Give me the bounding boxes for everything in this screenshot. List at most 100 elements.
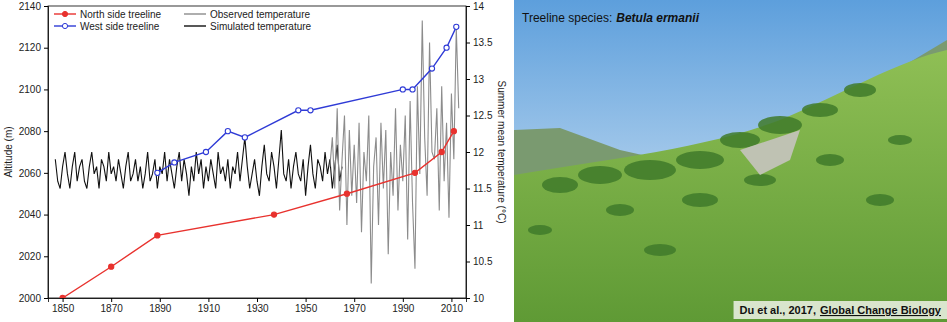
photo-caption: Treeline species: bbox=[522, 11, 612, 25]
tree-patch bbox=[816, 154, 844, 166]
tick-label: 13 bbox=[473, 74, 485, 85]
tick-label: 11 bbox=[473, 220, 484, 231]
y-axis-title: Altitude (m) bbox=[3, 126, 14, 177]
tick-mark bbox=[44, 6, 48, 7]
tick: 1870 bbox=[101, 298, 124, 314]
tick-mark bbox=[466, 225, 470, 226]
point bbox=[344, 191, 349, 196]
tree-patch bbox=[888, 135, 912, 145]
tick-label: 2000 bbox=[19, 293, 42, 304]
tick-mark bbox=[306, 298, 307, 302]
tick-label: 10 bbox=[473, 293, 485, 304]
tick-mark bbox=[257, 298, 258, 302]
point bbox=[439, 149, 444, 154]
tick: 2100 bbox=[19, 84, 48, 95]
tick-label: 14 bbox=[473, 1, 485, 12]
tree-patch bbox=[682, 193, 718, 207]
legend-entry: Simulated temperature bbox=[184, 21, 312, 32]
point bbox=[454, 24, 459, 29]
tick-label: 2060 bbox=[19, 168, 42, 179]
tick: 1930 bbox=[246, 298, 269, 314]
sky bbox=[514, 0, 947, 322]
tick: 12 bbox=[466, 147, 485, 158]
photo bbox=[514, 0, 947, 322]
tick-mark bbox=[208, 298, 209, 302]
tick: 14 bbox=[466, 1, 485, 12]
tick-mark bbox=[44, 89, 48, 90]
series-line bbox=[330, 21, 459, 284]
tick: 1970 bbox=[344, 298, 367, 314]
tick-label: 1990 bbox=[392, 303, 415, 314]
legend-marker bbox=[62, 11, 67, 16]
y-axis: 20002020204020602080210021202140 bbox=[19, 1, 49, 304]
tick-mark bbox=[63, 298, 64, 302]
series-line bbox=[55, 130, 342, 196]
point bbox=[172, 160, 177, 165]
point bbox=[242, 135, 247, 140]
point bbox=[429, 66, 434, 71]
tick-label: 1970 bbox=[344, 303, 367, 314]
rock bbox=[740, 130, 800, 175]
tick: 13.5 bbox=[466, 37, 493, 48]
tick: 10 bbox=[466, 293, 485, 304]
tick-label: 12.5 bbox=[473, 110, 493, 121]
photo-species: Betula ermanii bbox=[616, 11, 699, 25]
figure-svg: 1850 1870 1890 1910 1930 1950 1970 1990 2010 2000… bbox=[0, 0, 947, 322]
tick-mark bbox=[111, 298, 112, 302]
axis-line bbox=[467, 7, 471, 299]
tick-mark bbox=[44, 131, 48, 132]
credit-box bbox=[734, 301, 947, 319]
point bbox=[155, 233, 160, 238]
tree-patch bbox=[644, 244, 676, 256]
point bbox=[271, 212, 276, 217]
legend-swatch bbox=[184, 13, 206, 14]
tick-label: 13.5 bbox=[473, 37, 493, 48]
tick: 11.5 bbox=[466, 183, 492, 194]
tree-patch bbox=[542, 177, 578, 193]
tree-patch bbox=[624, 160, 676, 180]
tick-label: 1930 bbox=[246, 303, 269, 314]
tick: 1890 bbox=[149, 298, 172, 314]
point bbox=[444, 45, 449, 50]
point bbox=[109, 264, 114, 269]
tick-label: 1850 bbox=[52, 303, 75, 314]
legend-entry: West side treeline bbox=[54, 21, 160, 32]
tick-label: 10.5 bbox=[473, 256, 493, 267]
tick: 11 bbox=[466, 220, 484, 231]
axis-line bbox=[44, 7, 49, 299]
tree-patch bbox=[744, 174, 776, 186]
tick: 1910 bbox=[198, 298, 221, 314]
slope bbox=[514, 50, 947, 322]
y2-axis: 10 10.5 11 11.5 12 12.5 13 13.5 14 bbox=[466, 1, 493, 304]
tick-mark bbox=[44, 48, 48, 49]
tick-label: 2100 bbox=[19, 84, 42, 95]
tick: 1950 bbox=[295, 298, 318, 314]
point bbox=[155, 170, 160, 175]
legend-swatch bbox=[184, 25, 206, 26]
tick-label: 12 bbox=[473, 147, 485, 158]
tick-mark bbox=[44, 298, 48, 299]
tick: 1850 bbox=[52, 298, 75, 314]
tick: 13 bbox=[466, 74, 485, 85]
point bbox=[308, 108, 313, 113]
credit-journal: Global Change Biology bbox=[820, 304, 942, 316]
tick: 2060 bbox=[19, 168, 48, 179]
credit-text: Du et al., 2017, bbox=[740, 304, 816, 316]
tick-mark bbox=[466, 6, 470, 7]
plot-area bbox=[55, 21, 459, 298]
tree-patch bbox=[528, 225, 552, 235]
tick: 12.5 bbox=[466, 110, 493, 121]
tick-mark bbox=[466, 262, 470, 263]
tick: 2120 bbox=[19, 42, 48, 53]
tick-mark bbox=[160, 298, 161, 302]
tick: 2040 bbox=[19, 209, 48, 220]
tree-patch bbox=[606, 204, 634, 216]
tree-patch bbox=[578, 166, 622, 184]
tick: 10.5 bbox=[466, 256, 493, 267]
legend-label: Observed temperature bbox=[210, 9, 310, 20]
tick-label: 2010 bbox=[441, 303, 464, 314]
plot-frame bbox=[48, 6, 466, 298]
tick-label: 1910 bbox=[198, 303, 221, 314]
tick-label: 1870 bbox=[101, 303, 124, 314]
point bbox=[400, 87, 405, 92]
